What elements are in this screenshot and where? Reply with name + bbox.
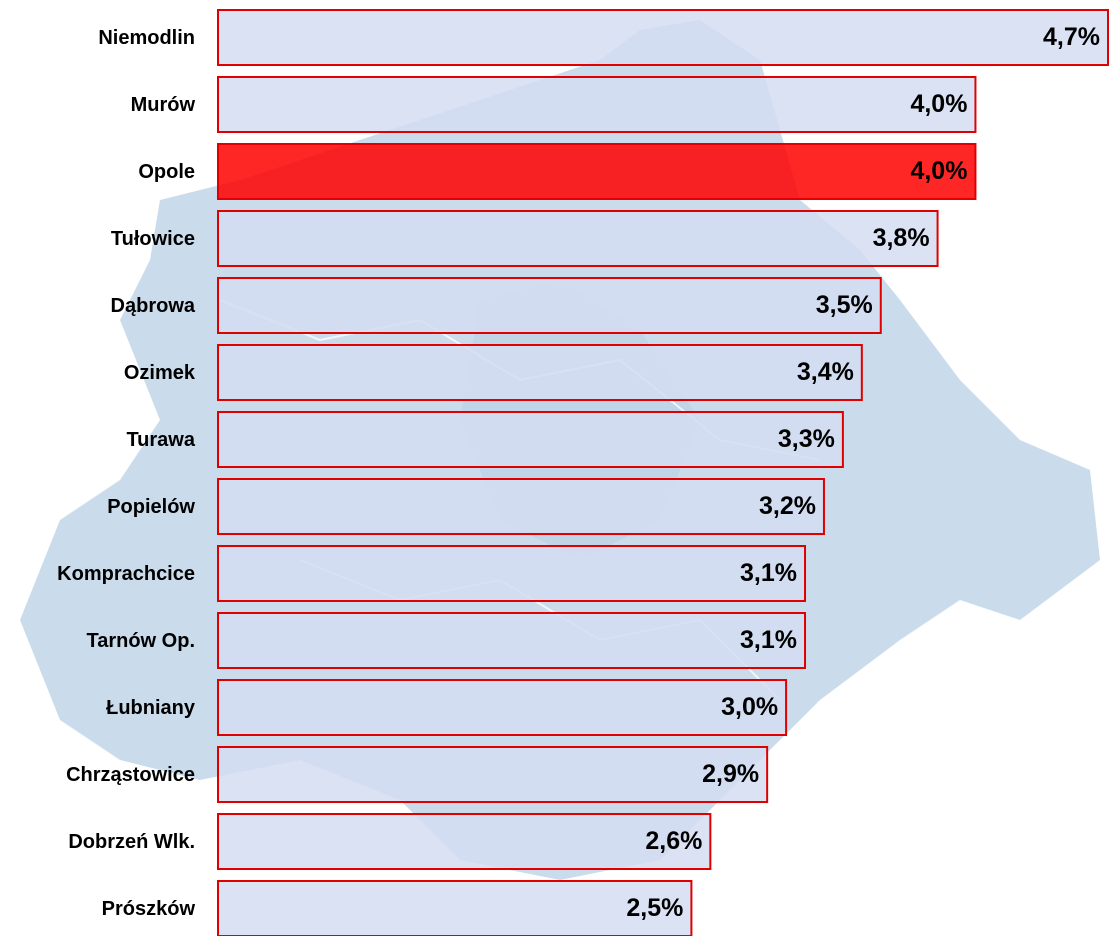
value-label: 3,0% — [721, 693, 778, 721]
value-label: 3,2% — [759, 492, 816, 520]
bar — [217, 277, 882, 334]
category-label: Chrząstowice — [66, 764, 195, 786]
category-label: Prószków — [102, 898, 196, 920]
category-label: Komprachcice — [57, 563, 195, 585]
category-label: Turawa — [126, 429, 195, 451]
bar — [217, 478, 825, 535]
value-label: 4,0% — [910, 90, 967, 118]
value-label: 3,8% — [873, 224, 930, 252]
value-label: 2,6% — [645, 827, 702, 855]
category-label: Niemodlin — [98, 27, 195, 49]
bar — [217, 545, 807, 602]
category-label: Dobrzeń Wlk. — [68, 831, 195, 853]
value-label: 3,1% — [740, 626, 797, 654]
bar — [217, 746, 769, 803]
bar — [217, 411, 844, 468]
bar — [217, 76, 977, 133]
category-label: Dąbrowa — [111, 295, 196, 317]
bar — [217, 813, 712, 870]
value-label: 4,0% — [910, 157, 967, 185]
bar — [217, 880, 693, 936]
value-label: 2,5% — [626, 894, 683, 922]
bar — [217, 143, 977, 200]
category-label: Tułowice — [111, 228, 195, 250]
value-label: 3,4% — [797, 358, 854, 386]
bar — [217, 9, 1109, 66]
bar — [217, 344, 863, 401]
category-label: Tarnów Op. — [86, 630, 195, 652]
value-label: 4,7% — [1043, 23, 1100, 51]
value-label: 2,9% — [702, 760, 759, 788]
category-label: Murów — [131, 94, 196, 116]
category-label: Opole — [138, 161, 195, 183]
bar — [217, 679, 788, 736]
bar — [217, 210, 939, 267]
value-label: 3,3% — [778, 425, 835, 453]
category-label: Łubniany — [106, 697, 196, 719]
value-label: 3,1% — [740, 559, 797, 587]
bar — [217, 612, 807, 669]
value-label: 3,5% — [816, 291, 873, 319]
category-label: Popielów — [107, 496, 195, 518]
category-label: Ozimek — [124, 362, 196, 384]
